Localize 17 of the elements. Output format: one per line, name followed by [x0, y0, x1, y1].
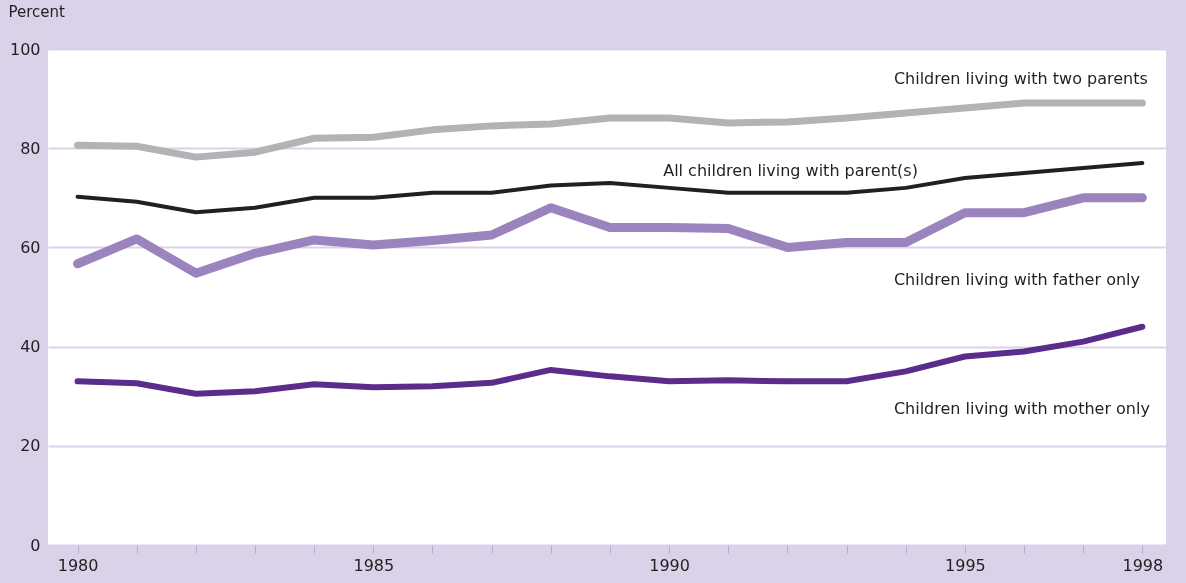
y-tick-label: 40: [20, 337, 41, 357]
series-label: All children living with parent(s): [663, 160, 918, 180]
x-tick-label: 1980: [57, 555, 99, 575]
series-label: Children living with father only: [893, 269, 1140, 289]
x-tick-label: 1998: [1122, 555, 1164, 575]
y-tick-label: 0: [30, 535, 41, 555]
x-tick-label: 1995: [945, 555, 986, 575]
y-tick-label: 20: [20, 436, 41, 456]
series-label: Children living with two parents: [893, 68, 1148, 88]
y-tick-label: 80: [20, 138, 41, 158]
y-tick-label: 100: [9, 39, 41, 59]
line-series: [75, 161, 1145, 215]
y-axis-title: Percent: [8, 2, 66, 21]
x-tick-label: 1990: [649, 555, 690, 575]
y-tick-label: 60: [20, 237, 41, 257]
x-tick-label: 1985: [353, 555, 395, 575]
series-label: Children living with mother only: [893, 398, 1150, 418]
